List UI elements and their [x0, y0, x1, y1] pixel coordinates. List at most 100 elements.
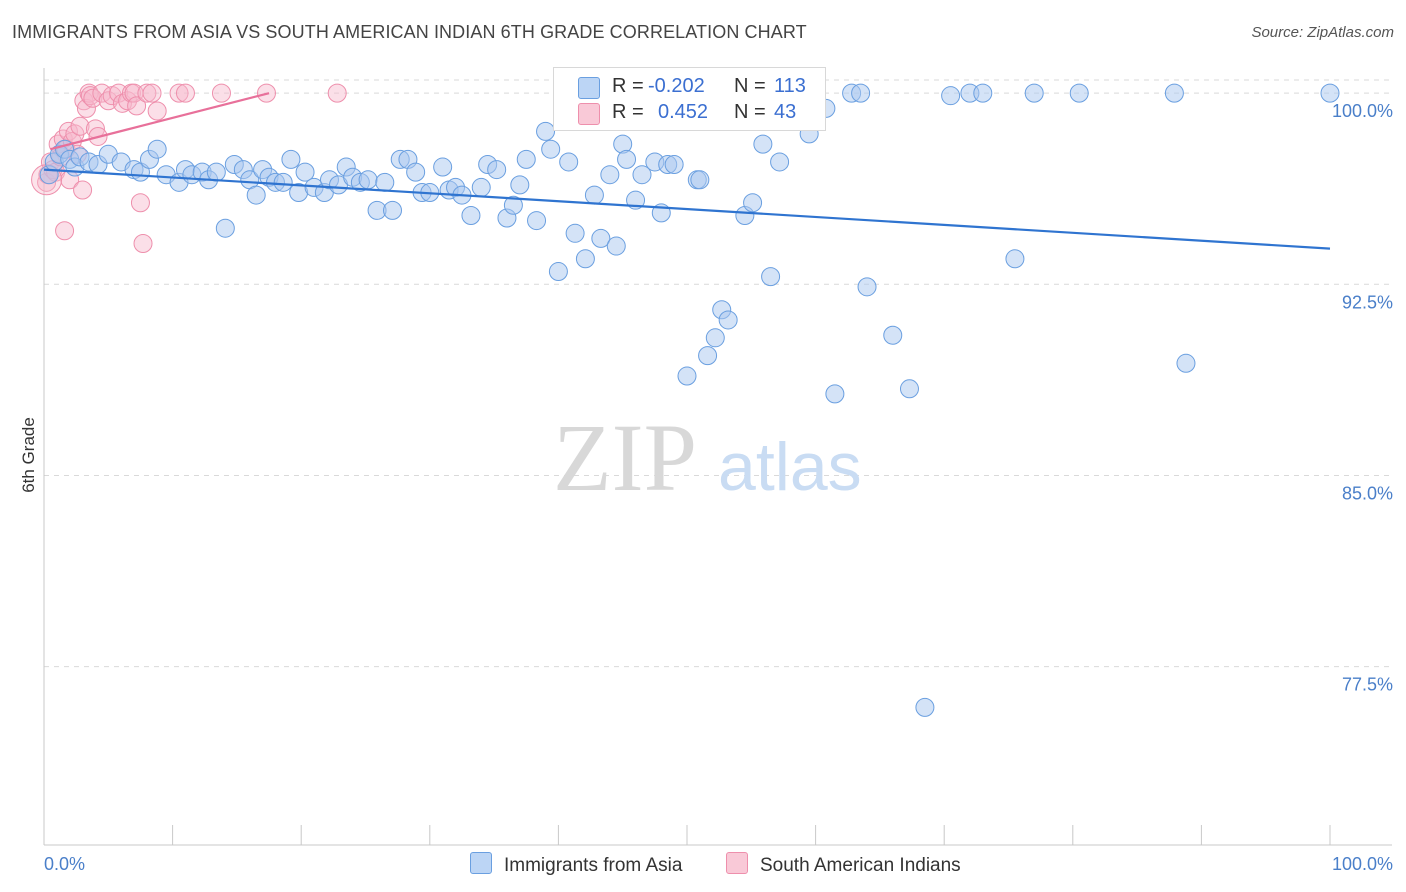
point-immigrants-from-asia [883, 325, 903, 345]
point-immigrants-from-asia [606, 236, 626, 256]
point-immigrants-from-asia [516, 149, 536, 169]
point-immigrants-from-asia [527, 211, 547, 231]
point-immigrants-from-asia [541, 139, 561, 159]
legend-item-label: South American Indians [760, 855, 961, 876]
trendline-immigrants-from-asia [43, 168, 1331, 250]
point-south-american-indians [133, 234, 153, 254]
point-immigrants-from-asia [1024, 83, 1044, 103]
point-immigrants-from-asia [915, 697, 935, 717]
point-immigrants-from-asia [281, 149, 301, 169]
x-tick-label: 100.0% [1332, 854, 1393, 874]
point-immigrants-from-asia [718, 310, 738, 330]
point-immigrants-from-asia [487, 160, 507, 180]
point-immigrants-from-asia [698, 346, 718, 366]
point-immigrants-from-asia [591, 228, 611, 248]
trendlines [43, 92, 1331, 250]
watermark-zip: ZIP [553, 404, 697, 511]
y-tick-label: 100.0% [1332, 101, 1393, 121]
point-immigrants-from-asia [600, 165, 620, 185]
point-south-american-indians [175, 83, 195, 103]
point-south-american-indians [83, 88, 103, 108]
point-south-american-indians [169, 83, 189, 103]
point-immigrants-from-asia [246, 185, 266, 205]
x-tick-label: 0.0% [44, 854, 85, 874]
legend-item-asia[interactable]: Immigrants from Asia [470, 852, 682, 877]
point-south-american-indians [76, 98, 96, 118]
point-immigrants-from-asia [471, 177, 491, 197]
point-immigrants-from-asia [973, 83, 993, 103]
point-immigrants-from-asia [677, 366, 697, 386]
point-immigrants-from-asia [510, 175, 530, 195]
chart-title: IMMIGRANTS FROM ASIA VS SOUTH AMERICAN I… [12, 22, 807, 42]
legend-swatch-blue [470, 852, 492, 874]
point-south-american-indians [55, 221, 75, 241]
point-immigrants-from-asia [632, 165, 652, 185]
point-immigrants-from-asia [433, 157, 453, 177]
point-immigrants-from-asia [1069, 83, 1089, 103]
point-immigrants-from-asia [536, 121, 556, 141]
point-immigrants-from-asia [1320, 83, 1340, 103]
point-immigrants-from-asia [617, 149, 637, 169]
point-immigrants-from-asia [743, 193, 763, 213]
legend-r-label: R = [612, 75, 644, 97]
point-immigrants-from-asia [503, 195, 523, 215]
point-immigrants-from-asia [375, 172, 395, 192]
point-south-american-indians [211, 83, 231, 103]
watermark: ZIP atlas [553, 404, 862, 511]
stats-legend: R = -0.202 N = 113 R = 0.452 N = 43 [553, 67, 826, 131]
point-immigrants-from-asia [753, 134, 773, 154]
legend-r-label: R = [612, 101, 644, 123]
point-immigrants-from-asia [761, 267, 781, 287]
point-south-american-indians [98, 91, 118, 111]
series-immigrants-from-asia [39, 83, 1340, 717]
trendline-south-american-indians [50, 92, 270, 151]
point-immigrants-from-asia [147, 139, 167, 159]
point-south-american-indians [80, 86, 100, 106]
y-tick-label: 92.5% [1342, 292, 1393, 312]
point-immigrants-from-asia [899, 379, 919, 399]
point-immigrants-from-asia [664, 154, 684, 174]
point-immigrants-from-asia [1176, 353, 1196, 373]
point-south-american-indians [130, 193, 150, 213]
point-immigrants-from-asia [548, 262, 568, 282]
point-immigrants-from-asia [770, 152, 790, 172]
point-immigrants-from-asia [690, 170, 710, 190]
legend-item-label: Immigrants from Asia [504, 855, 683, 876]
legend-n-label: N = [734, 75, 766, 97]
point-immigrants-from-asia [1005, 249, 1025, 269]
point-immigrants-from-asia [461, 205, 481, 225]
y-axis-label: 6th Grade [19, 417, 38, 493]
watermark-atlas: atlas [718, 429, 862, 505]
legend-swatch-pink [726, 852, 748, 874]
point-south-american-indians [327, 83, 347, 103]
legend-n-label: N = [734, 101, 766, 123]
y-tick-label: 77.5% [1342, 675, 1393, 695]
point-immigrants-from-asia [1164, 83, 1184, 103]
legend-swatch-blue [578, 77, 600, 99]
legend-n-value: 113 [774, 75, 806, 97]
point-immigrants-from-asia [584, 185, 604, 205]
point-south-american-indians [73, 180, 93, 200]
point-immigrants-from-asia [559, 152, 579, 172]
tick-labels: 77.5% 85.0% 92.5% 100.0% 0.0% 100.0% [44, 101, 1393, 874]
point-south-american-indians [142, 83, 162, 103]
point-immigrants-from-asia [406, 162, 426, 182]
point-south-american-indians [70, 116, 90, 136]
point-immigrants-from-asia [857, 277, 877, 297]
point-immigrants-from-asia [215, 218, 235, 238]
point-immigrants-from-asia [565, 223, 585, 243]
point-immigrants-from-asia [825, 384, 845, 404]
point-south-american-indians [137, 83, 157, 103]
point-immigrants-from-asia [206, 162, 226, 182]
point-immigrants-from-asia [295, 162, 315, 182]
point-south-american-indians [147, 101, 167, 121]
point-immigrants-from-asia [273, 172, 293, 192]
point-immigrants-from-asia [941, 86, 961, 106]
legend-item-sai[interactable]: South American Indians [726, 852, 961, 877]
legend-n-value: 43 [774, 101, 797, 123]
series-legend: Immigrants from Asia South American Indi… [0, 852, 1406, 878]
legend-r-value: 0.452 [658, 101, 709, 123]
point-immigrants-from-asia [383, 200, 403, 220]
point-immigrants-from-asia [358, 170, 378, 190]
